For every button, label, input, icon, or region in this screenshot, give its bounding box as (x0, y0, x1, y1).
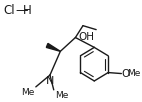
Text: N: N (46, 76, 54, 86)
Text: OH: OH (78, 32, 94, 42)
Text: Me: Me (128, 69, 141, 78)
Text: —: — (15, 4, 28, 17)
Text: Cl: Cl (4, 4, 15, 17)
Text: O: O (122, 69, 130, 79)
Text: Me: Me (55, 91, 68, 100)
Text: H: H (23, 4, 31, 17)
Polygon shape (46, 43, 60, 51)
Text: Me: Me (21, 88, 35, 97)
